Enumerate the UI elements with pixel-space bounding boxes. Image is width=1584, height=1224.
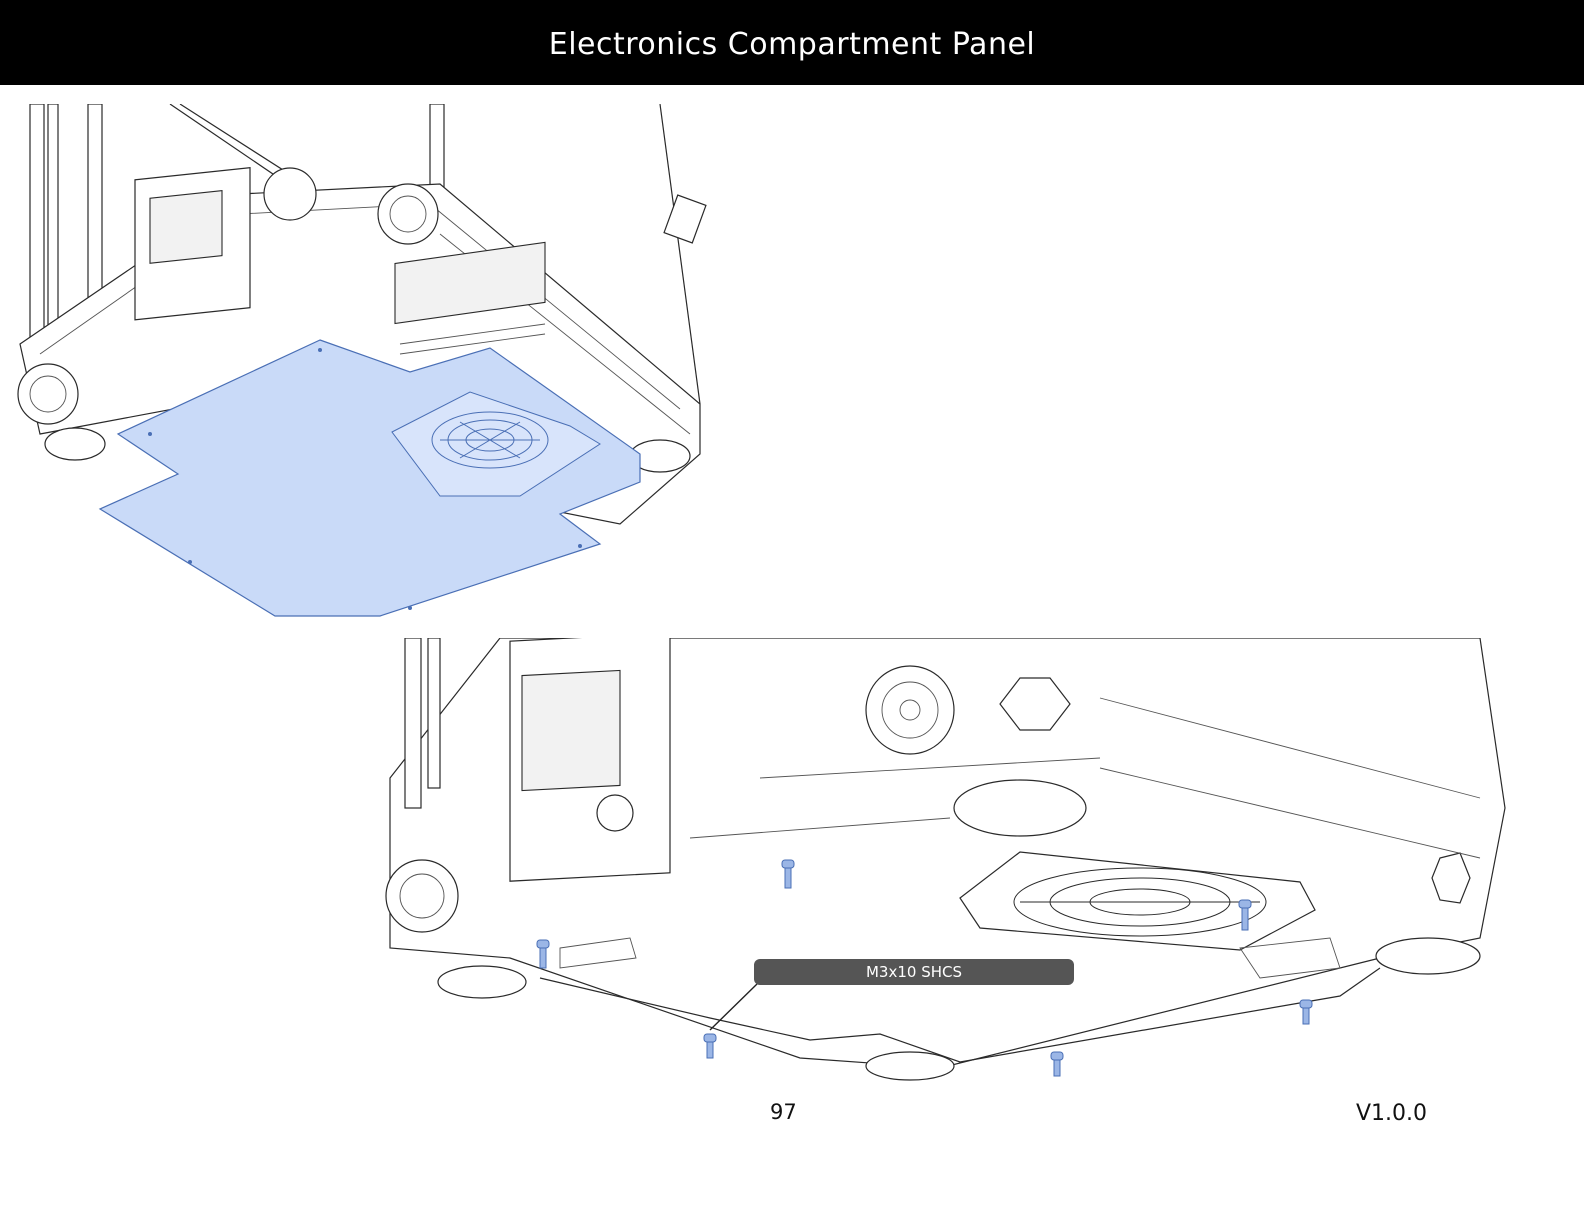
callout-leader bbox=[709, 983, 758, 1031]
screw-set bbox=[536, 859, 1313, 1077]
fan-grill bbox=[431, 411, 549, 469]
page-title: Electronics Compartment Panel bbox=[548, 27, 1036, 62]
screw-callout-label: M3x10 SHCS bbox=[754, 959, 1074, 985]
screw bbox=[1050, 1051, 1064, 1077]
page-header: Electronics Compartment Panel bbox=[0, 0, 1584, 85]
panel-install-illustration bbox=[17, 104, 707, 617]
electronics-compartment-panel bbox=[98, 339, 641, 617]
fan-grill bbox=[1013, 867, 1267, 937]
screw bbox=[1299, 999, 1313, 1025]
page-number: 97 bbox=[770, 1100, 797, 1124]
screw bbox=[781, 859, 795, 889]
screw bbox=[703, 1033, 717, 1059]
document-version: V1.0.0 bbox=[1356, 1101, 1428, 1126]
screw bbox=[536, 939, 550, 969]
printer-underside bbox=[385, 638, 1506, 1081]
screw bbox=[1238, 899, 1252, 931]
panel-screw-detail-illustration bbox=[385, 638, 1506, 1081]
